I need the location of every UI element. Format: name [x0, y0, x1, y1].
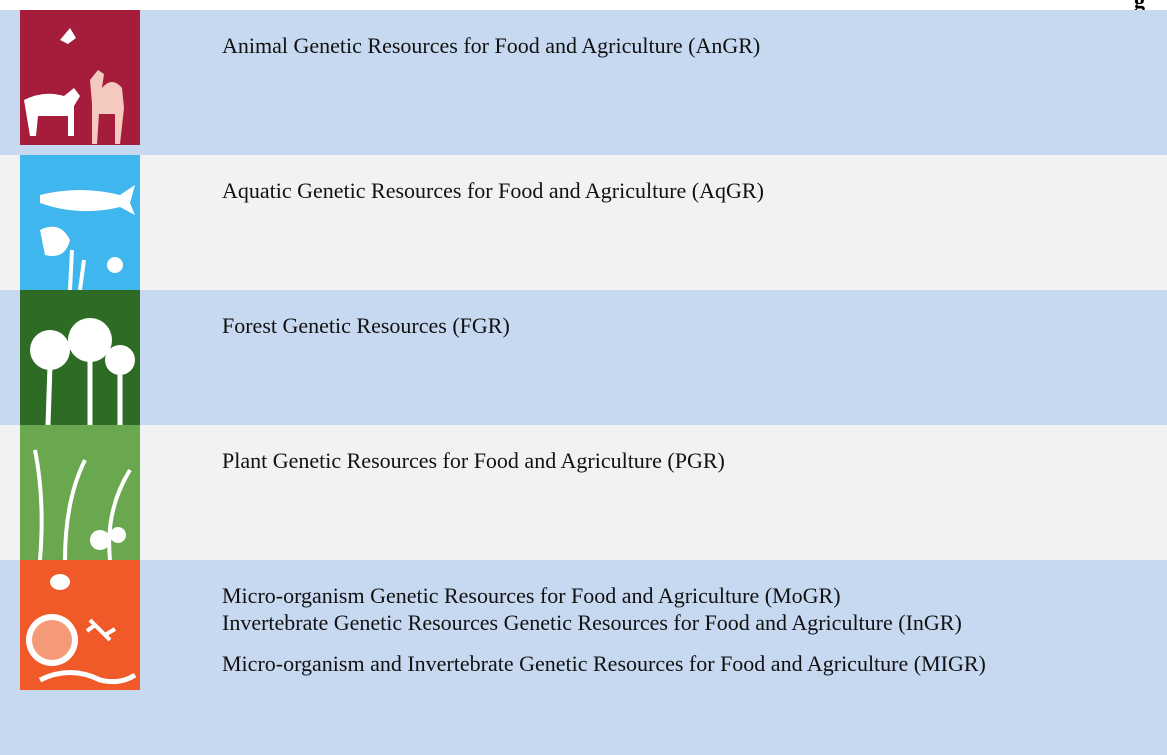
icon-micro — [20, 560, 140, 690]
icon-animal — [20, 10, 140, 145]
row-text: Aquatic Genetic Resources for Food and A… — [222, 177, 1151, 204]
row-text: Forest Genetic Resources (FGR) — [222, 312, 1151, 339]
text-line: Invertebrate Genetic Resources Genetic R… — [222, 609, 1151, 636]
text-line: Micro-organism and Invertebrate Genetic … — [222, 650, 1151, 677]
icon-forest — [20, 290, 140, 425]
table-row: Animal Genetic Resources for Food and Ag… — [0, 10, 1167, 155]
row-text: Animal Genetic Resources for Food and Ag… — [222, 32, 1151, 59]
icon-aquatic — [20, 155, 140, 290]
row-text: Micro-organism Genetic Resources for Foo… — [222, 582, 1151, 677]
text-line: Forest Genetic Resources (FGR) — [222, 312, 1151, 339]
page: g Animal Genetic Resources for Food and … — [0, 0, 1167, 755]
table-row: Micro-organism Genetic Resources for Foo… — [0, 560, 1167, 755]
text-line: Plant Genetic Resources for Food and Agr… — [222, 447, 1151, 474]
table-row: Aquatic Genetic Resources for Food and A… — [0, 155, 1167, 290]
row-text: Plant Genetic Resources for Food and Agr… — [222, 447, 1151, 474]
table-row: Plant Genetic Resources for Food and Agr… — [0, 425, 1167, 560]
text-line: Aquatic Genetic Resources for Food and A… — [222, 177, 1151, 204]
icon-plant — [20, 425, 140, 560]
text-line: Micro-organism Genetic Resources for Foo… — [222, 582, 1151, 609]
text-line: Animal Genetic Resources for Food and Ag… — [222, 32, 1151, 59]
table-row: Forest Genetic Resources (FGR) — [0, 290, 1167, 425]
